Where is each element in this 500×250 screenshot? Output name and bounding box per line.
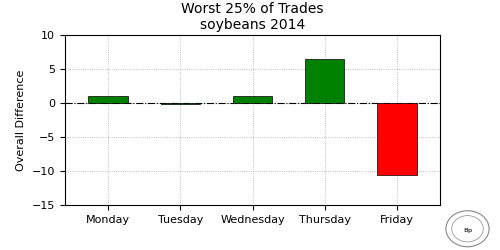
Title: Worst 25% of Trades
soybeans 2014: Worst 25% of Trades soybeans 2014 <box>181 2 324 32</box>
Bar <box>232 96 272 103</box>
Bar <box>377 103 416 175</box>
Text: Bp: Bp <box>463 228 472 233</box>
Bar <box>160 103 200 104</box>
Bar <box>88 96 128 103</box>
Bar <box>305 60 344 103</box>
Y-axis label: Overall Difference: Overall Difference <box>16 69 26 171</box>
